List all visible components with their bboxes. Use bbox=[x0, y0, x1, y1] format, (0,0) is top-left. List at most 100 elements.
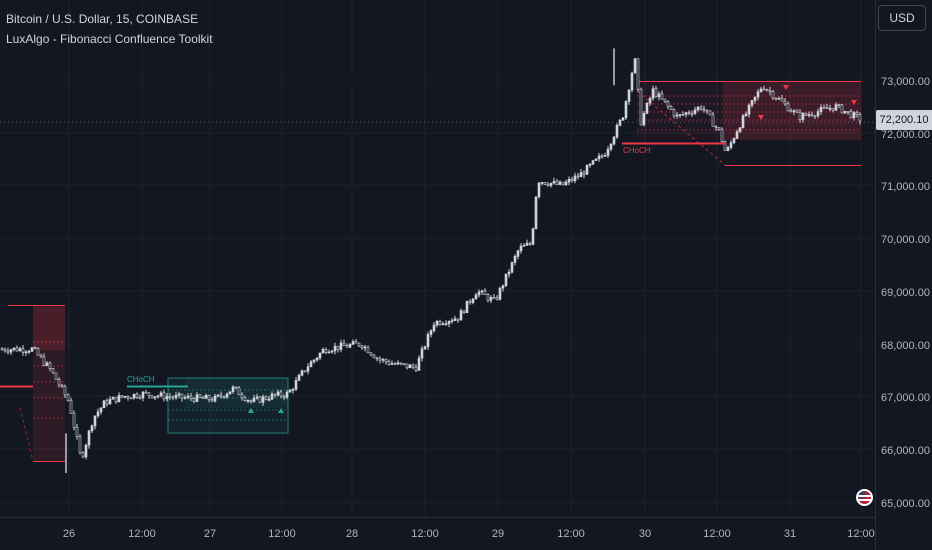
candle-body bbox=[615, 124, 619, 138]
candle-body bbox=[795, 110, 799, 113]
candle-body bbox=[684, 112, 688, 115]
candle-body bbox=[6, 350, 10, 353]
candle-body bbox=[468, 300, 472, 303]
candle-body bbox=[210, 399, 214, 402]
candle-body bbox=[342, 342, 346, 346]
candle-body bbox=[306, 366, 310, 372]
candle-body bbox=[828, 107, 832, 110]
time-tick: 12:00 bbox=[557, 528, 585, 540]
candle-body bbox=[144, 391, 148, 394]
fib-anchor-line bbox=[636, 90, 726, 166]
choch-label-bullish: CHoCH bbox=[127, 375, 155, 384]
candle-body bbox=[651, 88, 655, 99]
candle-body bbox=[558, 181, 562, 185]
candle-body bbox=[0, 348, 4, 351]
candle-body bbox=[300, 370, 304, 376]
candle-body bbox=[414, 366, 418, 371]
candle-body bbox=[495, 297, 499, 300]
candle-body bbox=[324, 349, 328, 353]
price-axis[interactable]: 73,000.00 72,000.00 71,000.00 70,000.00 … bbox=[881, 76, 930, 510]
bullish-signal-marker bbox=[248, 408, 254, 413]
candle-body bbox=[351, 341, 355, 345]
candle-body bbox=[117, 395, 121, 403]
choch-label-bearish: CHoCH bbox=[623, 146, 651, 155]
time-tick: 12:00 bbox=[411, 528, 439, 540]
candle-body bbox=[588, 163, 592, 166]
candle-body bbox=[600, 155, 604, 158]
candle-body bbox=[189, 395, 193, 399]
candle-body bbox=[546, 183, 550, 186]
candle-body bbox=[804, 113, 808, 116]
candle-body bbox=[738, 127, 742, 133]
candle-body bbox=[297, 374, 301, 381]
candle-body bbox=[435, 321, 439, 326]
candle-body bbox=[648, 97, 652, 104]
candle-body bbox=[606, 148, 610, 156]
candle-body bbox=[690, 113, 694, 115]
candle-body bbox=[405, 363, 409, 369]
candle-body bbox=[807, 114, 811, 116]
candle-body bbox=[24, 351, 28, 354]
candle-body bbox=[123, 396, 127, 398]
candle-body bbox=[666, 101, 670, 107]
candle-body bbox=[63, 385, 67, 396]
price-tick: 68,000.00 bbox=[881, 340, 930, 352]
bearish-signal-marker bbox=[851, 100, 857, 105]
price-tick: 69,000.00 bbox=[881, 287, 930, 299]
candle-body bbox=[246, 400, 250, 402]
candle-body bbox=[576, 175, 580, 178]
candle-body bbox=[102, 400, 106, 409]
candle-body bbox=[399, 362, 403, 365]
candle-body bbox=[273, 393, 277, 396]
candle-body bbox=[816, 111, 820, 117]
candle-body bbox=[444, 323, 448, 326]
candle-body bbox=[735, 131, 739, 139]
candle-body bbox=[639, 88, 643, 126]
candle-body bbox=[264, 396, 268, 400]
candle-body bbox=[732, 138, 736, 143]
candle-body bbox=[81, 452, 85, 458]
candle-body bbox=[627, 89, 631, 102]
candle-body bbox=[258, 396, 262, 403]
candle-body bbox=[270, 393, 274, 400]
candle-body bbox=[333, 345, 337, 352]
candle-body bbox=[570, 178, 574, 181]
symbol-title[interactable]: Bitcoin / U.S. Dollar, 15, COINBASE bbox=[6, 12, 199, 26]
candle-body bbox=[195, 394, 199, 402]
candle-body bbox=[645, 102, 649, 114]
candle-body bbox=[798, 112, 802, 120]
candle-body bbox=[456, 318, 460, 321]
candle-body bbox=[672, 109, 676, 117]
indicator-title[interactable]: LuxAlgo - Fibonacci Confluence Toolkit bbox=[6, 32, 213, 46]
candle-body bbox=[426, 334, 430, 348]
candle-body bbox=[462, 310, 466, 314]
time-axis[interactable]: 26 12:00 27 12:00 28 12:00 29 12:00 30 1… bbox=[63, 528, 875, 540]
currency-button[interactable]: USD bbox=[878, 5, 926, 31]
candle-body bbox=[582, 172, 586, 175]
us-flag-icon[interactable] bbox=[856, 489, 873, 506]
candle-body bbox=[762, 88, 766, 91]
candle-body bbox=[384, 359, 388, 363]
candle-body bbox=[66, 394, 70, 401]
candle-body bbox=[759, 88, 763, 93]
time-tick: 26 bbox=[63, 528, 75, 540]
chart-grid bbox=[0, 0, 875, 517]
fib-anchor-line bbox=[19, 407, 34, 462]
candle-body bbox=[39, 354, 43, 358]
candle-body bbox=[252, 397, 256, 402]
candle-body bbox=[183, 397, 187, 399]
price-tick: 70,000.00 bbox=[881, 234, 930, 246]
candle-body bbox=[72, 412, 76, 428]
candle-body bbox=[573, 175, 577, 181]
candle-body bbox=[288, 389, 292, 393]
candle-body bbox=[33, 347, 37, 350]
candle-body bbox=[150, 395, 154, 399]
candle-body bbox=[18, 348, 22, 352]
candle-body bbox=[363, 346, 367, 349]
time-tick: 12:00 bbox=[847, 528, 875, 540]
candle-body bbox=[417, 357, 421, 371]
candle-body bbox=[423, 346, 427, 349]
candle-body bbox=[630, 72, 634, 91]
candle-body bbox=[411, 364, 415, 368]
